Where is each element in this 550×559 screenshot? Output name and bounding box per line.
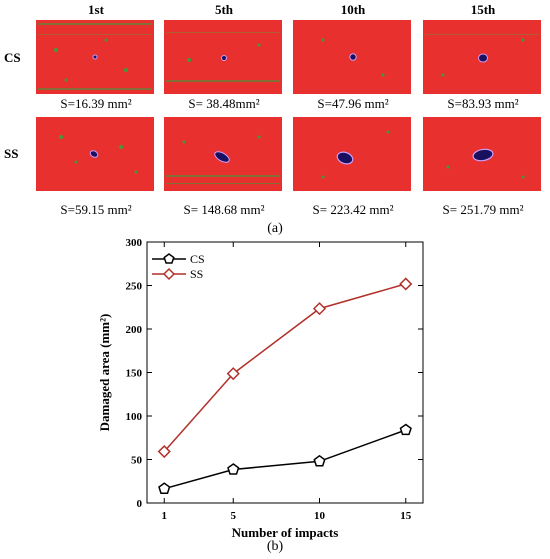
column-header-15th: 15th — [470, 2, 496, 17]
data-point-ss — [312, 302, 327, 316]
row-header-cs: CS — [4, 50, 21, 65]
x-tick-label: 1 — [162, 510, 168, 522]
series-line-ss — [163, 283, 407, 452]
y-tick-label: 200 — [126, 324, 143, 336]
caption-ss-10th: S= 223.42 mm² — [312, 202, 394, 217]
x-tick-label: 15 — [400, 510, 412, 522]
thermo-image-cs-5th — [164, 20, 282, 94]
thermo-svg — [164, 20, 282, 94]
y-tick-label: 150 — [126, 368, 143, 380]
data-point-ss — [399, 277, 413, 291]
column-header-10th: 10th — [340, 2, 366, 17]
panel-b-label: (b) — [266, 539, 284, 554]
thermo-svg — [164, 117, 282, 191]
y-tick-label: 0 — [137, 498, 143, 510]
legend-label-ss: SS — [190, 267, 203, 281]
row-header-ss: SS — [4, 146, 19, 161]
x-tick-label: 5 — [231, 510, 237, 522]
data-point-cs — [313, 454, 326, 467]
x-axis-title: Number of impacts — [232, 525, 339, 540]
thermo-image-cs-10th — [293, 20, 411, 94]
legend-label-cs: CS — [190, 252, 205, 266]
thermo-svg — [423, 20, 541, 94]
y-tick-label: 300 — [126, 237, 143, 249]
legend-marker-ss — [162, 267, 176, 281]
caption-cs-10th: S=47.96 mm² — [317, 96, 389, 111]
series-line-cs — [164, 429, 407, 490]
caption-ss-1st: S=59.15 mm² — [60, 202, 132, 217]
thermo-image-cs-15th — [423, 20, 541, 94]
data-point-ss — [157, 444, 171, 459]
column-header-1st: 1st — [88, 2, 104, 17]
data-point-ss — [226, 367, 240, 381]
thermo-svg — [36, 20, 154, 94]
thermo-svg — [423, 117, 541, 191]
thermo-image-cs-1st — [36, 20, 154, 94]
caption-cs-1st: S=16.39 mm² — [60, 96, 132, 111]
thermo-image-ss-1st — [36, 117, 154, 191]
caption-cs-15th: S=83.93 mm² — [447, 96, 519, 111]
thermo-image-ss-10th — [293, 117, 411, 191]
thermo-svg — [293, 117, 411, 191]
y-tick-label: 50 — [131, 455, 143, 467]
data-point-cs — [158, 482, 171, 494]
column-header-5th: 5th — [214, 2, 234, 17]
chart-series — [157, 277, 413, 494]
caption-cs-5th: S= 38.48mm² — [188, 96, 260, 111]
caption-ss-5th: S= 148.68 mm² — [183, 202, 265, 217]
x-tick-label: 10 — [314, 510, 326, 522]
y-tick-label: 250 — [126, 281, 143, 293]
panel-a-label: (a) — [267, 221, 283, 236]
thermo-image-ss-15th — [423, 117, 541, 191]
legend-marker-cs — [163, 253, 175, 264]
thermo-image-ss-5th — [164, 117, 282, 191]
thermo-svg — [36, 117, 154, 191]
caption-ss-15th: S= 251.79 mm² — [442, 202, 524, 217]
data-point-cs — [227, 463, 240, 475]
y-axis-title: Damaged area (mm²) — [97, 314, 112, 432]
thermo-svg — [293, 20, 411, 94]
data-point-cs — [399, 423, 412, 436]
y-tick-label: 100 — [126, 411, 143, 423]
